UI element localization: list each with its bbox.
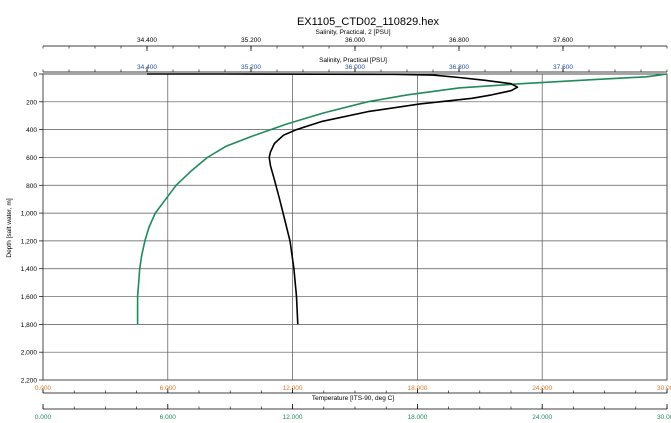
series-layer (136, 73, 668, 325)
tick-label-depth: 800 (26, 183, 37, 190)
tick-label-temperature: 12.000 (283, 385, 303, 392)
tick-label-depth: 2,200 (21, 378, 38, 385)
tick-label-temperature2: 24.000 (532, 414, 552, 421)
tick-label-temperature: 0.000 (35, 385, 52, 392)
tick-label-temperature2: 12.000 (283, 414, 303, 421)
tick-label-salinity2: 35.200 (241, 37, 261, 44)
tick-label-temperature2: 30.000 (657, 414, 671, 421)
tick-label-salinity: 37.600 (553, 64, 573, 71)
tick-label-salinity2: 37.600 (553, 37, 573, 44)
tick-label-depth: 400 (26, 127, 37, 134)
tick-label-depth: 2,000 (21, 350, 38, 357)
tick-label-salinity: 35.200 (241, 64, 261, 71)
series-line-temperature (136, 73, 668, 325)
tick-label-depth: 1,600 (21, 294, 38, 301)
tick-label-temperature2: 18.000 (407, 414, 427, 421)
tick-label-salinity: 36.000 (345, 64, 365, 71)
plot-frame (42, 73, 668, 381)
tick-label-depth: 1,400 (21, 266, 38, 273)
chart-title: EX1105_CTD02_110829.hex (297, 16, 440, 28)
tick-label-depth: 0 (33, 72, 37, 79)
tick-label-salinity: 34.400 (137, 64, 157, 71)
top-axis-label-salinity2: Salinity, Practical, 2 [PSU] (315, 29, 390, 36)
tick-label-temperature2: 6.000 (160, 414, 177, 421)
tick-label-depth: 1,200 (21, 238, 38, 245)
tick-label-depth: 1,000 (21, 211, 38, 218)
axes-layer: 0 200 400 600 800 1,000 1,200 1,400 1,600 1,800 2,… (21, 37, 671, 421)
tick-label-temperature: 30.000 (657, 385, 671, 392)
tick-label-salinity: 36.800 (449, 64, 469, 71)
left-axis-label-depth: Depth [salt water, m] (6, 198, 13, 257)
top-axis-label-salinity: Salinity, Practical [PSU] (319, 57, 387, 64)
tick-label-salinity2: 34.400 (137, 37, 157, 44)
tick-label-temperature: 24.000 (532, 385, 552, 392)
series-line-salinity (147, 73, 519, 325)
tick-label-depth: 200 (26, 99, 37, 106)
tick-label-salinity2: 36.800 (449, 37, 469, 44)
bottom-axis-label-temperature: Temperature [ITS-90, deg C] (312, 395, 395, 402)
tick-label-salinity2: 36.000 (345, 37, 365, 44)
tick-label-temperature: 6.000 (160, 385, 177, 392)
grid-layer (42, 73, 668, 381)
tick-label-depth: 600 (26, 155, 37, 162)
tick-label-temperature2: 0.000 (35, 414, 52, 421)
tick-label-depth: 1,800 (21, 322, 38, 329)
tick-label-temperature: 18.000 (407, 385, 427, 392)
